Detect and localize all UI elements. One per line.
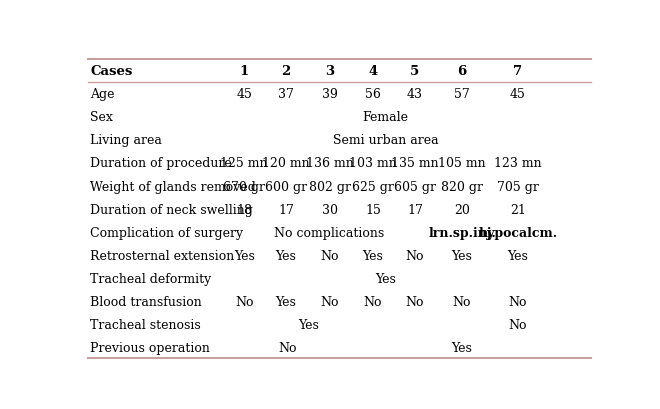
Text: No: No xyxy=(509,318,527,331)
Text: 600 gr: 600 gr xyxy=(265,180,307,193)
Text: No: No xyxy=(509,295,527,308)
Text: No: No xyxy=(320,249,339,262)
Text: Living area: Living area xyxy=(90,134,162,147)
Text: Duration of procedure: Duration of procedure xyxy=(90,157,232,170)
Text: 705 gr: 705 gr xyxy=(497,180,539,193)
Text: Yes: Yes xyxy=(298,318,319,331)
Text: 120 mn: 120 mn xyxy=(262,157,310,170)
Text: 4: 4 xyxy=(368,65,378,78)
Text: 20: 20 xyxy=(454,203,470,216)
Text: 43: 43 xyxy=(407,88,423,101)
Text: Yes: Yes xyxy=(234,249,255,262)
Text: Retrosternal extension: Retrosternal extension xyxy=(90,249,234,262)
Text: Duration of neck swelling: Duration of neck swelling xyxy=(90,203,253,216)
Text: 625 gr: 625 gr xyxy=(352,180,394,193)
Text: 103 mn: 103 mn xyxy=(349,157,397,170)
Text: No: No xyxy=(406,295,424,308)
Text: 15: 15 xyxy=(365,203,381,216)
Text: 605 gr: 605 gr xyxy=(394,180,436,193)
Text: Yes: Yes xyxy=(451,341,473,354)
Text: 45: 45 xyxy=(510,88,526,101)
Text: Semi urban area: Semi urban area xyxy=(333,134,438,147)
Text: 17: 17 xyxy=(407,203,423,216)
Text: hypocalcm.: hypocalcm. xyxy=(478,226,558,239)
Text: Yes: Yes xyxy=(276,295,296,308)
Text: No: No xyxy=(453,295,471,308)
Text: Tracheal stenosis: Tracheal stenosis xyxy=(90,318,201,331)
Text: Cases: Cases xyxy=(90,65,133,78)
Text: 57: 57 xyxy=(454,88,470,101)
Text: 802 gr: 802 gr xyxy=(309,180,350,193)
Text: 136 mn: 136 mn xyxy=(306,157,353,170)
Text: 2: 2 xyxy=(281,65,290,78)
Text: 5: 5 xyxy=(411,65,420,78)
Text: 37: 37 xyxy=(278,88,294,101)
Text: 56: 56 xyxy=(365,88,381,101)
Text: 21: 21 xyxy=(510,203,526,216)
Text: Complication of surgery: Complication of surgery xyxy=(90,226,244,239)
Text: Yes: Yes xyxy=(375,272,396,285)
Text: lrn.sp.inj.: lrn.sp.inj. xyxy=(428,226,496,239)
Text: Weight of glands removed: Weight of glands removed xyxy=(90,180,256,193)
Text: Tracheal deformity: Tracheal deformity xyxy=(90,272,211,285)
Text: Yes: Yes xyxy=(276,249,296,262)
Text: 3: 3 xyxy=(325,65,334,78)
Text: No: No xyxy=(279,341,297,354)
Text: 125 mn: 125 mn xyxy=(220,157,268,170)
Text: 123 mn: 123 mn xyxy=(494,157,542,170)
Text: Sex: Sex xyxy=(90,111,113,124)
Text: No: No xyxy=(406,249,424,262)
Text: 820 gr: 820 gr xyxy=(441,180,483,193)
Text: 6: 6 xyxy=(457,65,467,78)
Text: 7: 7 xyxy=(513,65,523,78)
Text: Yes: Yes xyxy=(451,249,473,262)
Text: No: No xyxy=(364,295,382,308)
Text: 18: 18 xyxy=(236,203,252,216)
Text: No: No xyxy=(320,295,339,308)
Text: Blood transfusion: Blood transfusion xyxy=(90,295,202,308)
Text: Previous operation: Previous operation xyxy=(90,341,210,354)
Text: 17: 17 xyxy=(278,203,294,216)
Text: 105 mn: 105 mn xyxy=(438,157,486,170)
Text: 135 mn: 135 mn xyxy=(391,157,439,170)
Text: 1: 1 xyxy=(240,65,249,78)
Text: No complications: No complications xyxy=(275,226,385,239)
Text: 39: 39 xyxy=(321,88,337,101)
Text: Female: Female xyxy=(362,111,409,124)
Text: Yes: Yes xyxy=(362,249,383,262)
Text: 45: 45 xyxy=(236,88,252,101)
Text: No: No xyxy=(235,295,253,308)
Text: 30: 30 xyxy=(321,203,337,216)
Text: Age: Age xyxy=(90,88,115,101)
Text: 670 gr: 670 gr xyxy=(223,180,265,193)
Text: Yes: Yes xyxy=(508,249,529,262)
